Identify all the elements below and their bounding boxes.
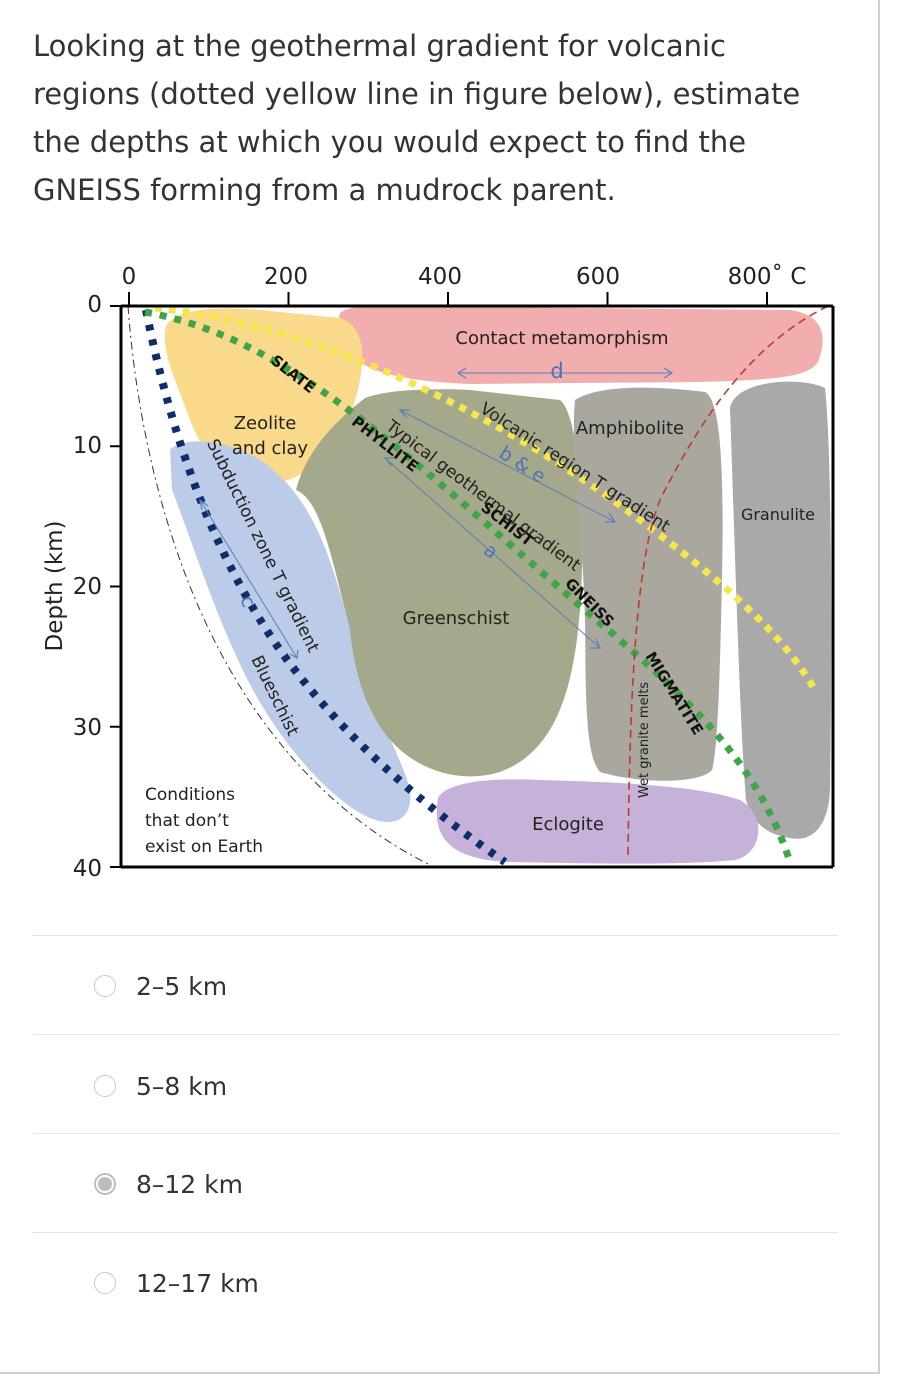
zeolite-label-1: Zeolite: [234, 413, 297, 434]
arrow-label-d: d: [550, 359, 563, 383]
divider: [33, 1133, 838, 1134]
question-card: Looking at the geothermal gradient for v…: [0, 0, 880, 1374]
divider: [33, 1034, 838, 1035]
answer-option-label: 12–17 km: [136, 1268, 259, 1298]
y-tick-label: 20: [73, 574, 102, 600]
x-tick-label: 200: [264, 264, 308, 290]
answer-option-label: 2–5 km: [136, 971, 228, 1001]
arrows: [199, 372, 672, 659]
zeolite-label-2: and clay: [232, 438, 309, 459]
eclogite-region: [436, 779, 759, 864]
x-tick-label: 800˚ C: [728, 263, 807, 290]
contact-region: [339, 306, 823, 384]
greenschist-region: [296, 389, 583, 777]
granulite-region: [730, 381, 832, 839]
no-earth-label-3: exist on Earth: [145, 837, 263, 857]
wet-granite-line: [627, 305, 829, 861]
radio-button-selected[interactable]: [94, 1173, 116, 1195]
no-earth-label-1: Conditions: [145, 785, 235, 805]
question-text: Looking at the geothermal gradient for v…: [33, 29, 801, 207]
no-earth-label-2: that don’t: [145, 811, 229, 831]
blueschist-region: [170, 441, 411, 822]
no-earth-boundary: [127, 305, 431, 866]
divider: [33, 1232, 838, 1233]
x-tick-label: 0: [122, 264, 137, 290]
radio-button[interactable]: [94, 975, 116, 997]
amphibolite-label: Amphibolite: [576, 418, 684, 439]
answer-option[interactable]: 8–12 km: [94, 1164, 243, 1204]
zeolite-region: [164, 308, 363, 485]
greenschist-label: Greenschist: [403, 608, 510, 629]
answer-option[interactable]: 12–17 km: [94, 1263, 259, 1303]
answer-option[interactable]: 2–5 km: [94, 966, 227, 1006]
wet-granite-label: Wet granite melts: [637, 682, 652, 798]
y-axis-label: Depth (km): [42, 520, 68, 651]
radio-dot: [98, 1177, 112, 1191]
answer-option-label: 5–8 km: [136, 1071, 228, 1101]
eclogite-label: Eclogite: [532, 814, 604, 835]
metamorphic-facies-figure: 0 200 400 600 800˚ C 0 10 20 30 40 Depth…: [0, 250, 918, 890]
divider: [33, 935, 838, 936]
granulite-label: Granulite: [741, 505, 815, 524]
y-tick-label: 0: [87, 292, 102, 318]
answer-option[interactable]: 5–8 km: [94, 1066, 227, 1106]
radio-button[interactable]: [94, 1272, 116, 1294]
y-tick-label: 10: [73, 433, 102, 459]
y-tick-label: 40: [73, 856, 102, 882]
contact-label: Contact metamorphism: [455, 328, 668, 349]
y-tick-label: 30: [73, 715, 102, 741]
typical-gradient-line: [144, 308, 794, 864]
answer-option-label: 8–12 km: [136, 1169, 243, 1199]
x-tick-label: 400: [418, 264, 462, 290]
arrowheads: [199, 367, 674, 659]
radio-button[interactable]: [94, 1075, 116, 1097]
x-tick-label: 600: [576, 264, 620, 290]
facies-diagram: 0 200 400 600 800˚ C 0 10 20 30 40 Depth…: [42, 263, 835, 882]
subduction-gradient-line: [142, 309, 508, 866]
amphibolite-region: [573, 387, 723, 781]
